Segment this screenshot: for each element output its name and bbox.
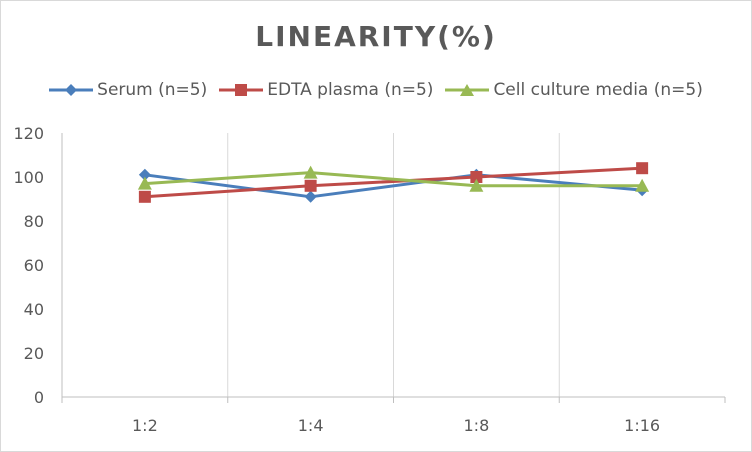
series-line-0 bbox=[144, 173, 643, 199]
x-tick-label: 1:8 bbox=[464, 416, 490, 435]
legend-label-cell-culture-media: Cell culture media (n=5) bbox=[493, 80, 703, 100]
x-tick-label: 1:16 bbox=[624, 416, 660, 435]
legend-marker-edta-plasma bbox=[219, 84, 264, 96]
series-line-1 bbox=[144, 166, 643, 199]
data-point bbox=[138, 190, 151, 203]
data-point bbox=[635, 178, 650, 192]
data-point bbox=[636, 162, 649, 175]
legend-label-edta-plasma: EDTA plasma (n=5) bbox=[267, 80, 434, 100]
data-point bbox=[304, 190, 317, 203]
chart-title: LINEARITY(%) bbox=[255, 20, 497, 53]
data-point bbox=[470, 171, 483, 183]
legend-label-serum: Serum (n=5) bbox=[97, 80, 208, 100]
legend-item-edta-plasma: EDTA plasma (n=5) bbox=[219, 80, 433, 100]
y-tick-label: 60 bbox=[24, 256, 44, 275]
y-tick-label: 100 bbox=[13, 168, 44, 187]
y-tick-label: 80 bbox=[24, 212, 44, 231]
series-line-2 bbox=[144, 171, 643, 188]
legend-item-cell-culture-media: Cell culture media (n=5) bbox=[445, 80, 703, 100]
legend-marker-serum bbox=[49, 84, 94, 96]
data-point bbox=[304, 179, 317, 192]
legend-item-serum: Serum (n=5) bbox=[49, 80, 207, 100]
data-point bbox=[138, 168, 151, 181]
x-tick-label: 1:2 bbox=[132, 416, 158, 435]
y-tick-label: 20 bbox=[24, 344, 44, 363]
y-tick-label: 120 bbox=[13, 124, 44, 143]
y-tick-label: 0 bbox=[34, 388, 44, 407]
legend: Serum (n=5) EDTA plasma (n=5) Cell cultu… bbox=[0, 80, 752, 100]
legend-marker-cell-culture-media bbox=[445, 84, 490, 96]
x-tick-label: 1:4 bbox=[298, 416, 324, 435]
y-tick-label: 40 bbox=[24, 300, 44, 319]
data-point bbox=[137, 176, 152, 190]
data-point bbox=[469, 178, 484, 192]
data-point bbox=[303, 165, 318, 179]
